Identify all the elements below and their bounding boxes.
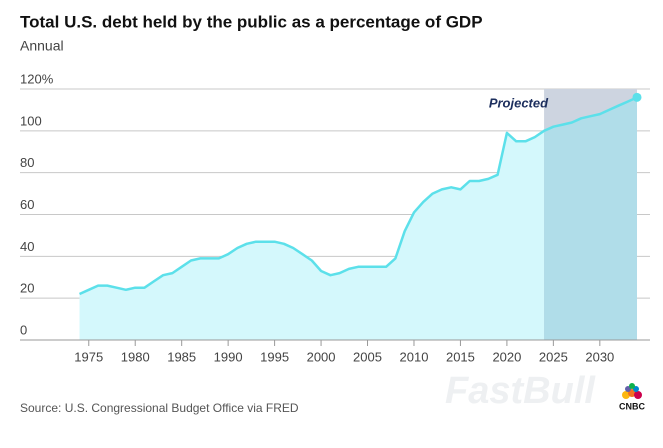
logo-dot — [629, 383, 635, 389]
logo-text: CNBC — [619, 401, 645, 411]
x-tick-label: 2015 — [446, 349, 475, 364]
source: Source: U.S. Congressional Budget Office… — [20, 401, 299, 415]
y-tick-label: 20 — [20, 281, 34, 296]
projected-area — [544, 97, 637, 340]
watermark: FastBull — [445, 370, 596, 412]
y-tick-label: 40 — [20, 239, 34, 254]
chart-title: Total U.S. debt held by the public as a … — [20, 12, 483, 31]
x-tick-label: 2030 — [585, 349, 614, 364]
y-tick-label: 80 — [20, 155, 34, 170]
y-tick-label: 60 — [20, 197, 34, 212]
area — [79, 97, 637, 341]
x-tick-label: 1990 — [214, 349, 243, 364]
x-tick-label: 1980 — [121, 349, 150, 364]
x-tick-label: 2020 — [492, 349, 521, 364]
x-tick-label: 2000 — [307, 349, 336, 364]
logo: CNBC — [619, 383, 645, 411]
x-tick-label: 1995 — [260, 349, 289, 364]
y-tick-label: 100 — [20, 113, 42, 128]
x-tick-label: 2010 — [400, 349, 429, 364]
logo-dot — [634, 391, 642, 399]
x-tick-label: 2025 — [539, 349, 568, 364]
end-point — [632, 92, 642, 102]
x-tick-label: 2005 — [353, 349, 382, 364]
chart-subtitle: Annual — [20, 38, 64, 54]
x-tick-label: 1985 — [167, 349, 196, 364]
y-tick-label: 0 — [20, 322, 27, 337]
projection-label: Projected — [489, 95, 549, 110]
y-tick-label: 120% — [20, 71, 54, 86]
line — [78, 96, 638, 296]
x-tick-label: 1975 — [74, 349, 103, 364]
